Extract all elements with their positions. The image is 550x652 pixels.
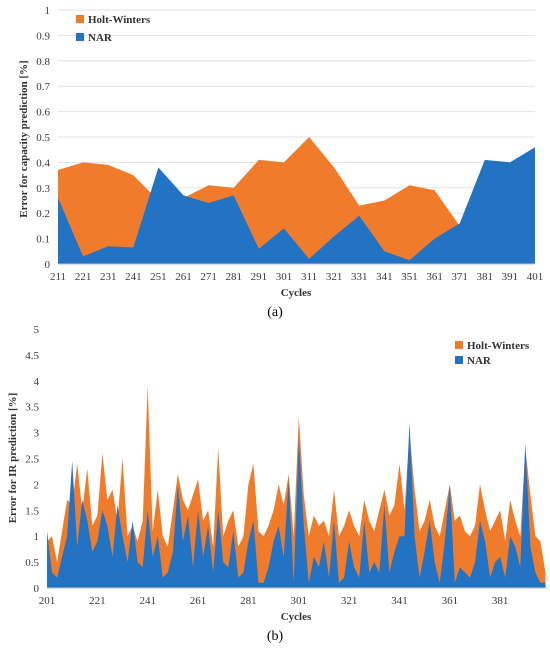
chart-a-legend-label-nar: NAR: [88, 32, 113, 44]
chart-a-y-ticks: 0 0.1 0.2 0.3 0.4 0.5 0.6 0.7 0.8 0.9 1: [36, 5, 50, 271]
chart-b-legend-swatch-nar: [455, 356, 463, 364]
chart-b-y-tick-label: 0.5: [25, 557, 39, 569]
chart-b-y-tick-label: 1.5: [25, 505, 39, 517]
chart-a-y-tick-label: 0.7: [36, 81, 50, 93]
chart-b-y-tick-label: 3: [34, 428, 40, 440]
chart-a-x-tick-label: 401: [527, 271, 544, 283]
chart-a-x-tick-label: 341: [376, 271, 393, 283]
chart-a-x-tick-label: 231: [100, 271, 117, 283]
chart-a-area-nar: [58, 147, 535, 264]
chart-b-y-tick-label: 5: [34, 324, 40, 336]
chart-a-x-tick-label: 271: [200, 271, 217, 283]
chart-b-y-ticks: 0 0.5 1 1.5 2 2.5 3 3.5 4 4.5 5: [25, 324, 39, 595]
chart-a-x-tick-label: 381: [477, 271, 494, 283]
chart-a-legend: Holt-Winters NAR: [76, 14, 151, 44]
chart-b-x-tick-label: 281: [240, 595, 257, 607]
chart-b-legend-swatch-holt: [455, 341, 463, 349]
chart-a-y-tick-label: 0.3: [36, 183, 50, 195]
chart-a-y-tick-label: 0: [45, 259, 51, 271]
chart-a: 00.10.20.30.40.50.60.70.80.91 211 221 231 2…: [18, 5, 543, 299]
chart-b-x-axis-label: Cycles: [281, 611, 312, 623]
chart-b: 0 0.5 1 1.5 2 2.5 3 3.5 4 4.5 5 201 221 241 261 281 301…: [7, 324, 548, 623]
chart-a-x-tick-label: 261: [175, 271, 192, 283]
chart-a-y-axis-label: Error for capacity prediction [%]: [18, 60, 30, 217]
chart-b-y-tick-label: 1: [34, 531, 40, 543]
chart-a-legend-swatch-nar: [76, 33, 84, 41]
chart-b-area-holt-winters: [47, 386, 546, 588]
chart-a-legend-label-holt: Holt-Winters: [88, 14, 151, 26]
chart-a-x-tick-label: 321: [326, 271, 343, 283]
chart-a-x-tick-label: 371: [451, 271, 468, 283]
chart-b-x-tick-label: 361: [442, 595, 459, 607]
chart-b-areas: [47, 386, 546, 588]
chart-a-x-axis-label: Cycles: [281, 287, 312, 299]
chart-a-x-tick-label: 281: [225, 271, 242, 283]
chart-b-legend-label-nar: NAR: [467, 355, 492, 367]
chart-a-x-tick-label: 351: [401, 271, 418, 283]
chart-a-areas: [58, 137, 535, 264]
chart-a-x-tick-label: 251: [150, 271, 167, 283]
chart-a-x-tick-label: 361: [426, 271, 443, 283]
chart-a-x-tick-label: 221: [75, 271, 92, 283]
chart-a-y-tick-label: 0.6: [36, 107, 50, 119]
chart-a-y-tick-label: 0.4: [36, 157, 50, 169]
chart-a-y-tick-label: 0.2: [36, 208, 50, 220]
chart-a-x-tick-label: 241: [125, 271, 142, 283]
chart-b-x-ticks: 201 221 241 261 281 301 321 341 361 381: [39, 595, 509, 607]
chart-a-caption: (a): [267, 305, 283, 320]
chart-a-y-tick-label: 0.9: [36, 30, 50, 42]
chart-a-y-tick-label: 0.1: [36, 234, 50, 246]
chart-b-y-tick-label: 4.5: [25, 350, 39, 362]
chart-a-x-tick-label: 291: [251, 271, 268, 283]
chart-b-y-tick-label: 4: [34, 376, 40, 388]
chart-b-legend-label-holt: Holt-Winters: [467, 340, 530, 352]
chart-a-x-tick-label: 211: [50, 271, 66, 283]
chart-b-x-tick-label: 341: [391, 595, 408, 607]
chart-b-x-tick-label: 261: [190, 595, 207, 607]
chart-b-x-tick-label: 381: [492, 595, 509, 607]
chart-b-legend: Holt-Winters NAR: [455, 340, 530, 367]
chart-b-x-tick-label: 201: [39, 595, 56, 607]
chart-a-legend-swatch-holt: [76, 15, 84, 23]
chart-a-y-tick-label: 0.5: [36, 132, 50, 144]
chart-b-x-tick-label: 321: [341, 595, 358, 607]
chart-a-x-tick-label: 311: [301, 271, 317, 283]
chart-a-x-ticks: 211 221 231 241 251 261 271 281 291 301 311 321 331 3…: [50, 271, 543, 283]
chart-b-y-axis-label: Error for IR prediction [%]: [7, 393, 19, 524]
chart-b-x-tick-label: 241: [139, 595, 156, 607]
chart-b-y-tick-label: 2.5: [25, 454, 39, 466]
chart-b-y-tick-label: 0: [34, 583, 40, 595]
chart-b-area-nar: [47, 422, 546, 588]
chart-a-x-tick-label: 301: [276, 271, 293, 283]
chart-b-y-tick-label: 3.5: [25, 402, 39, 414]
chart-a-x-tick-label: 391: [502, 271, 519, 283]
chart-b-x-tick-label: 221: [89, 595, 106, 607]
chart-b-caption: (b): [267, 629, 284, 644]
chart-b-y-tick-label: 2: [34, 479, 40, 491]
chart-a-y-tick-label: 0.8: [36, 56, 50, 68]
chart-b-x-tick-label: 301: [291, 595, 308, 607]
chart-a-x-tick-label: 331: [351, 271, 368, 283]
chart-a-y-tick-label: 1: [45, 5, 51, 17]
